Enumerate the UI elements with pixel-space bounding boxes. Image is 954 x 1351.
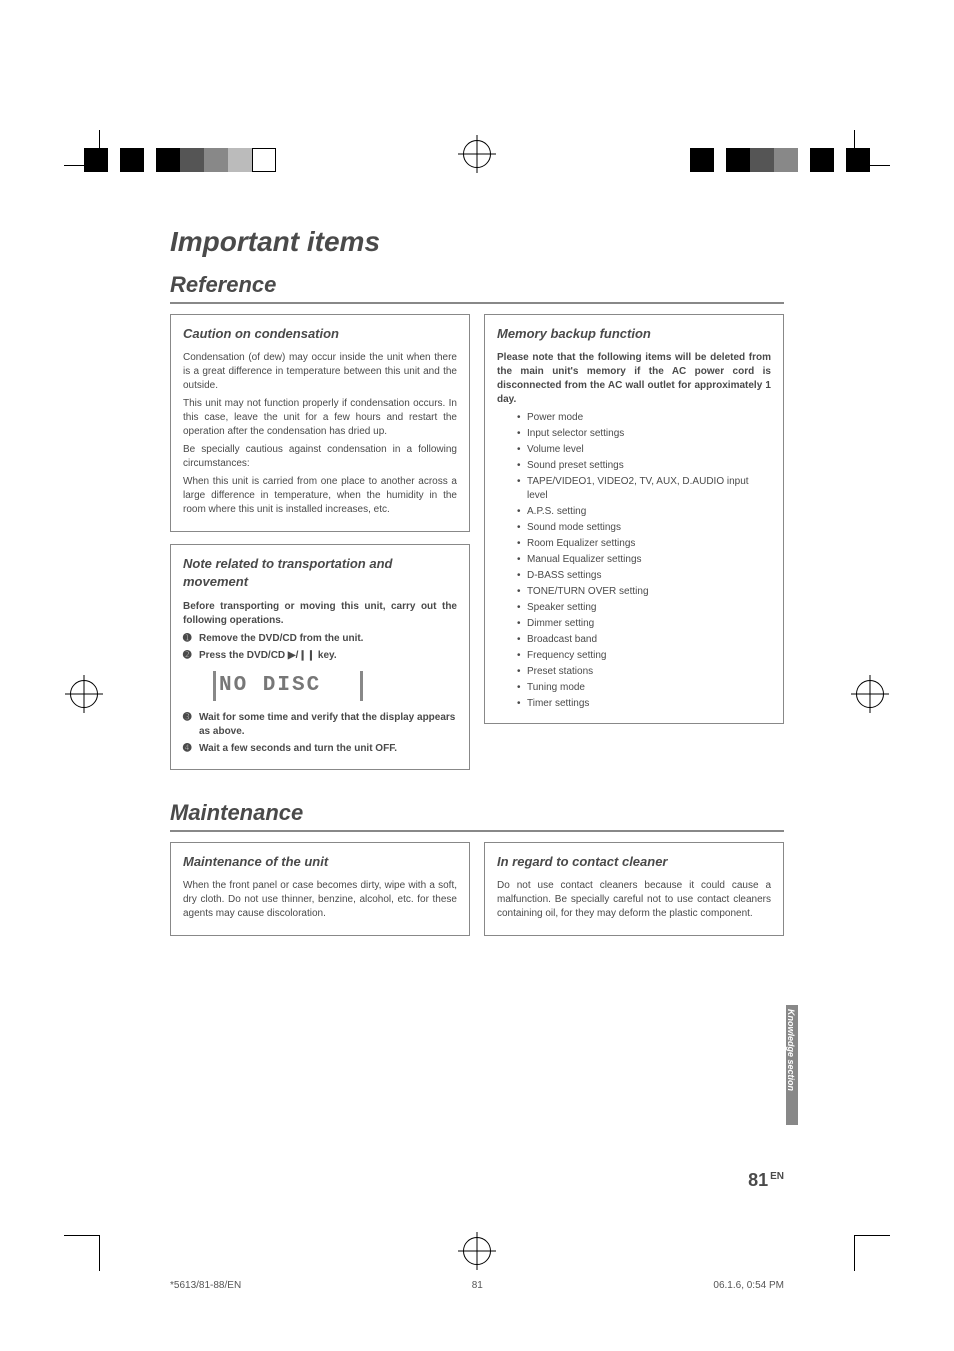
body-text: Do not use contact cleaners because it c…: [497, 879, 771, 921]
crop-mark: [64, 1235, 100, 1271]
side-tab: Knowledge section: [786, 1005, 798, 1125]
list-item: Dimmer setting: [517, 617, 771, 631]
list-item: Manual Equalizer settings: [517, 553, 771, 567]
crop-mark: [854, 130, 890, 166]
box-transportation-note: Note related to transportation and movem…: [170, 544, 470, 769]
registration-mark: [70, 680, 98, 708]
page-number: 81EN: [748, 1170, 784, 1191]
body-text: When this unit is carried from one place…: [183, 475, 457, 517]
step-list: ➌Wait for some time and verify that the …: [183, 711, 457, 756]
footer-left: *5613/81-88/EN: [170, 1280, 241, 1291]
list-item: TAPE/VIDEO1, VIDEO2, TV, AUX, D.AUDIO in…: [517, 475, 771, 503]
side-tab-label: Knowledge section: [786, 1009, 796, 1091]
list-item: Tuning mode: [517, 681, 771, 695]
box-heading: Caution on condensation: [183, 325, 457, 343]
print-footer: *5613/81-88/EN 81 06.1.6, 0:54 PM: [170, 1280, 784, 1291]
list-item: Sound preset settings: [517, 459, 771, 473]
step-text: Wait a few seconds and turn the unit OFF…: [199, 743, 397, 754]
list-item: Volume level: [517, 443, 771, 457]
box-maintenance: Maintenance of the unit When the front p…: [170, 842, 470, 936]
footer-center: 81: [472, 1280, 483, 1291]
step-list: ➊Remove the DVD/CD from the unit. ➋Press…: [183, 632, 457, 663]
body-text: Be specially cautious against condensati…: [183, 443, 457, 471]
list-item: Sound mode settings: [517, 521, 771, 535]
list-item: Power mode: [517, 411, 771, 425]
box-heading: In regard to contact cleaner: [497, 853, 771, 871]
box-heading: Maintenance of the unit: [183, 853, 457, 871]
list-item: Speaker setting: [517, 601, 771, 615]
box-caution-condensation: Caution on condensation Condensation (of…: [170, 314, 470, 532]
body-text: Condensation (of dew) may occur inside t…: [183, 351, 457, 393]
section-heading-maintenance: Maintenance: [170, 800, 784, 832]
list-item: Broadcast band: [517, 633, 771, 647]
body-text: When the front panel or case becomes dir…: [183, 879, 457, 921]
page-content: Important items Reference Caution on con…: [170, 226, 784, 948]
list-item: Input selector settings: [517, 427, 771, 441]
list-item: D-BASS settings: [517, 569, 771, 583]
body-text: Before transporting or moving this unit,…: [183, 600, 457, 628]
list-item: Timer settings: [517, 697, 771, 711]
step-text: Press the DVD/CD ▶/❙❙ key.: [199, 650, 337, 661]
list-item: TONE/TURN OVER setting: [517, 585, 771, 599]
box-memory-backup: Memory backup function Please note that …: [484, 314, 784, 724]
box-heading: Note related to transportation and movem…: [183, 555, 457, 591]
registration-mark: [463, 1237, 491, 1265]
bullet-list: Power mode Input selector settings Volume …: [517, 411, 771, 711]
body-text: This unit may not function properly if c…: [183, 397, 457, 439]
box-heading: Memory backup function: [497, 325, 771, 343]
registration-mark: [463, 140, 491, 168]
footer-right: 06.1.6, 0:54 PM: [713, 1280, 784, 1291]
crop-mark: [64, 130, 100, 166]
page-title: Important items: [170, 226, 784, 258]
display-text: NO DISC: [219, 671, 321, 700]
lcd-display: NO DISC: [213, 671, 363, 701]
list-item: Room Equalizer settings: [517, 537, 771, 551]
list-item: A.P.S. setting: [517, 505, 771, 519]
body-text: Please note that the following items wil…: [497, 351, 771, 407]
step-text: Remove the DVD/CD from the unit.: [199, 633, 363, 644]
crop-mark: [854, 1235, 890, 1271]
list-item: Frequency setting: [517, 649, 771, 663]
registration-mark: [856, 680, 884, 708]
list-item: Preset stations: [517, 665, 771, 679]
section-heading-reference: Reference: [170, 272, 784, 304]
step-text: Wait for some time and verify that the d…: [199, 712, 455, 737]
box-contact-cleaner: In regard to contact cleaner Do not use …: [484, 842, 784, 936]
